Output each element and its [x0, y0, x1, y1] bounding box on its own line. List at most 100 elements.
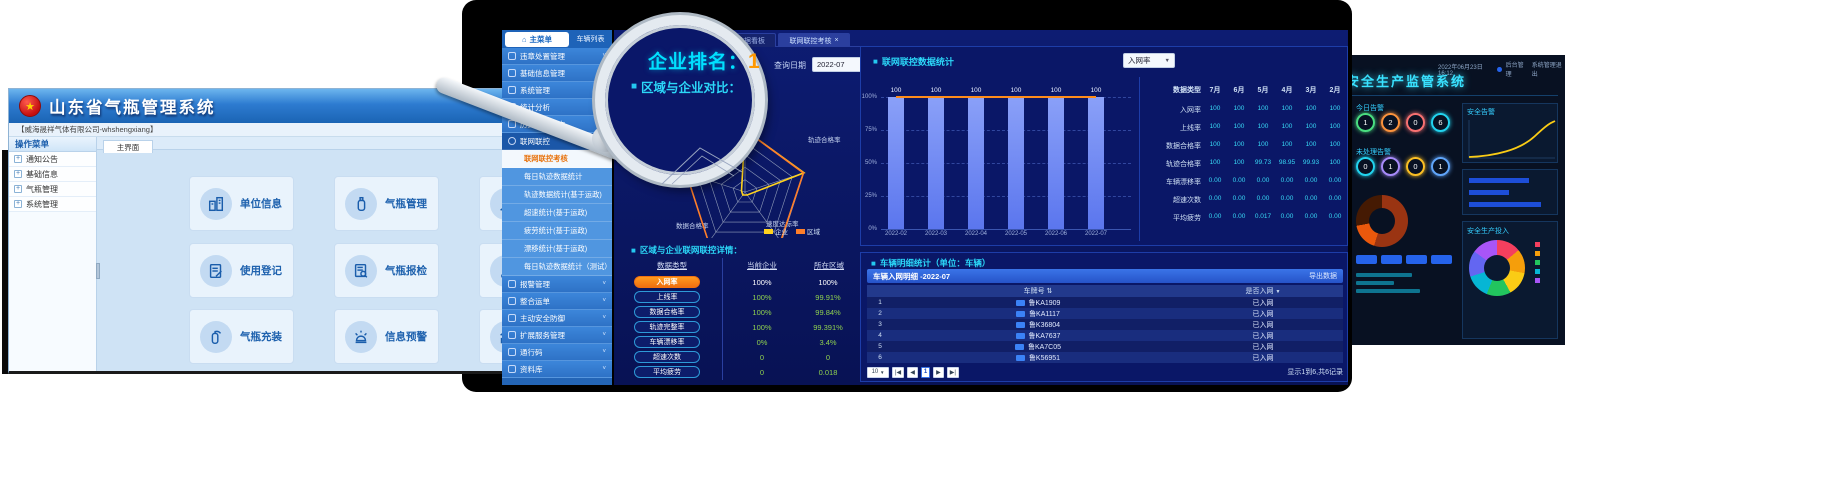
gas-tile-alert[interactable]: 信息预警	[334, 309, 439, 364]
dark-donut-chart	[1356, 195, 1408, 247]
filter-caret-icon[interactable]: ▼	[1275, 289, 1281, 295]
table-row[interactable]: 6 鲁K56951 已入网	[867, 352, 1343, 363]
gas-sidebar: 操作菜单 + 通知公告 + 基础信息 + 气瓶管理 + 系统管理	[9, 137, 97, 371]
menu-item-system[interactable]: 系统管理	[502, 82, 612, 99]
sort-icon[interactable]: ⇅	[1046, 288, 1053, 295]
table-row[interactable]: 5 鲁KA7C05 已入网	[867, 341, 1343, 352]
y-tick: 25%	[864, 193, 877, 199]
gas-tile-inspection[interactable]: 气瓶报检	[334, 243, 439, 298]
folder-icon	[508, 365, 516, 373]
menu-item-basicinfo[interactable]: 基础信息管理˅	[502, 65, 612, 82]
monthly-cell: 100	[1329, 123, 1341, 130]
tab-network-assessment[interactable]: 联网联控考核 ×	[778, 33, 850, 47]
vehicle-icon	[1015, 299, 1025, 306]
status-chip[interactable]	[1431, 255, 1452, 264]
menu-item-waybill[interactable]: 整合运单 ˅	[502, 293, 612, 310]
vehicle-list-tab[interactable]: 车辆列表	[576, 36, 605, 43]
expand-plus-icon[interactable]: +	[14, 155, 22, 163]
next-page-button[interactable]: ▶	[933, 366, 944, 378]
monthly-cell: 99.93	[1302, 159, 1320, 166]
gas-tab-main[interactable]: 主界面	[103, 140, 153, 153]
monthly-cell: 100	[1329, 105, 1341, 112]
menu-item-violation[interactable]: 违章处置管理 ˅	[502, 48, 612, 65]
monthly-cell: 100	[1305, 105, 1317, 112]
menu-item-library[interactable]: 资料库 ˅	[502, 361, 612, 378]
status-chip[interactable]	[1406, 255, 1427, 264]
status-chip[interactable]	[1381, 255, 1402, 264]
gas-tile-usage-register[interactable]: 使用登记	[189, 243, 294, 298]
submenu-item-assessment[interactable]: 联网联控考核	[502, 150, 612, 168]
unhandled-heading: 未处理告警	[1356, 149, 1391, 156]
status-chip[interactable]	[1356, 255, 1377, 264]
stat-button-network-rate[interactable]: 入网率	[634, 276, 700, 288]
expand-plus-icon[interactable]: +	[14, 200, 22, 208]
expand-plus-icon[interactable]: +	[14, 170, 22, 178]
bar-value-label: 100	[890, 87, 902, 94]
gas-tile-unit-info[interactable]: 单位信息	[189, 176, 294, 231]
gas-system-window: ★ 山东省气瓶管理系统 【威海晟祥气体有限公司-whshengxiang】 操作…	[8, 88, 584, 374]
gas-sidebar-item-basicinfo[interactable]: + 基础信息	[9, 167, 96, 182]
table-row[interactable]: 4 鲁KA7637 已入网	[867, 330, 1343, 341]
page-number-input[interactable]: 1	[920, 366, 931, 378]
gas-sidebar-item-notice[interactable]: + 通知公告	[9, 152, 96, 167]
submenu-item-daily-test[interactable]: 每日轨迹数据统计（测试）	[502, 258, 612, 276]
logout-link[interactable]: 系统管理退出	[1531, 63, 1562, 78]
bar-plot-area	[881, 96, 1131, 229]
last-page-button[interactable]: ▶|	[946, 366, 959, 378]
main-menu-button[interactable]: ⌂ 主菜单	[505, 31, 569, 47]
chevron-down-icon: ˅	[602, 366, 606, 372]
stat-button-online-rate[interactable]: 上线率	[634, 291, 700, 303]
menu-item-extension[interactable]: 扩展服务管理 ˅	[502, 327, 612, 344]
plate-col-header[interactable]: 车牌号 ⇅	[1023, 288, 1053, 295]
export-button[interactable]: 导出数据	[1309, 273, 1337, 280]
vehicle-table-titlebar: 车辆入网明细 -2022-07 导出数据	[867, 269, 1343, 283]
stat-button-drift-rate[interactable]: 车辆漂移率	[634, 336, 700, 348]
prev-page-button[interactable]: ◀	[907, 366, 918, 378]
waybill-icon	[508, 297, 516, 305]
alarm-ring: 1	[1381, 157, 1400, 176]
bar-2022-03	[928, 97, 944, 229]
radar-axis-label: 数据合格率	[676, 223, 709, 230]
submenu-item-daily-track[interactable]: 每日轨迹数据统计	[502, 168, 612, 186]
stat-company-value: 0	[759, 353, 765, 362]
monthly-cell: 0.00	[1304, 195, 1318, 202]
scrollbar-thumb[interactable]	[96, 263, 100, 279]
vehicle-detail-panel: ■ 车辆明细统计（单位：车辆） 车辆入网明细 -2022-07 导出数据 车牌号 …	[860, 252, 1348, 382]
chevron-down-icon: ˅	[602, 53, 606, 59]
metric-dropdown[interactable]: 入网率 ▼	[1123, 53, 1175, 68]
table-row[interactable]: 2 鲁KA1117 已入网	[867, 308, 1343, 319]
expand-plus-icon[interactable]: +	[14, 185, 22, 193]
stat-button-overspeed-count[interactable]: 超速次数	[634, 351, 700, 363]
first-page-button[interactable]: |◀	[892, 366, 905, 378]
gas-sidebar-item-system[interactable]: + 系统管理	[9, 197, 96, 212]
page-size-select[interactable]: 10 ▼	[867, 366, 889, 378]
extinguisher-icon	[200, 320, 232, 353]
monthly-cell: 100	[1281, 123, 1293, 130]
stat-button-avg-fatigue[interactable]: 平均疲劳	[634, 366, 700, 378]
menu-item-active-safety[interactable]: 主动安全防御 ˅	[502, 310, 612, 327]
submenu-item-track-stats[interactable]: 轨迹数据统计(基于运政)	[502, 186, 612, 204]
gas-tile-filling[interactable]: 气瓶充装	[189, 309, 294, 364]
monthly-cell: 100	[1305, 141, 1317, 148]
monthly-cell: 0.00	[1208, 195, 1222, 202]
gas-sidebar-item-cylinder[interactable]: + 气瓶管理	[9, 182, 96, 197]
divider	[1278, 95, 1558, 96]
table-row[interactable]: 1 鲁KA1909 已入网	[867, 297, 1343, 308]
submenu-item-drift[interactable]: 漂移统计(基于运政)	[502, 240, 612, 258]
table-row[interactable]: 3 鲁K36804 已入网	[867, 319, 1343, 330]
submenu-item-fatigue[interactable]: 疲劳统计(基于运政)	[502, 222, 612, 240]
stat-button-data-qualified[interactable]: 数据合格率	[634, 306, 700, 318]
stat-button-track-complete[interactable]: 轨迹完整率	[634, 321, 700, 333]
gas-tile-cylinder-mgmt[interactable]: 气瓶管理	[334, 176, 439, 231]
stat-region-value: 99.391%	[813, 323, 843, 332]
menu-item-alarm[interactable]: 报警管理 ˅	[502, 276, 612, 293]
status-col-header[interactable]: 是否入网 ▼	[1245, 288, 1281, 295]
submenu-item-overspeed[interactable]: 超速统计(基于运政)	[502, 204, 612, 222]
monthly-cell: 100	[1233, 141, 1245, 148]
admin-link[interactable]: 后台管理	[1505, 63, 1524, 78]
divider	[1139, 77, 1140, 241]
shield-icon	[508, 314, 516, 322]
close-icon[interactable]: ×	[834, 37, 839, 44]
stat-company-value: 100%	[752, 278, 772, 287]
menu-item-passcode[interactable]: 通行码 ˅	[502, 344, 612, 361]
